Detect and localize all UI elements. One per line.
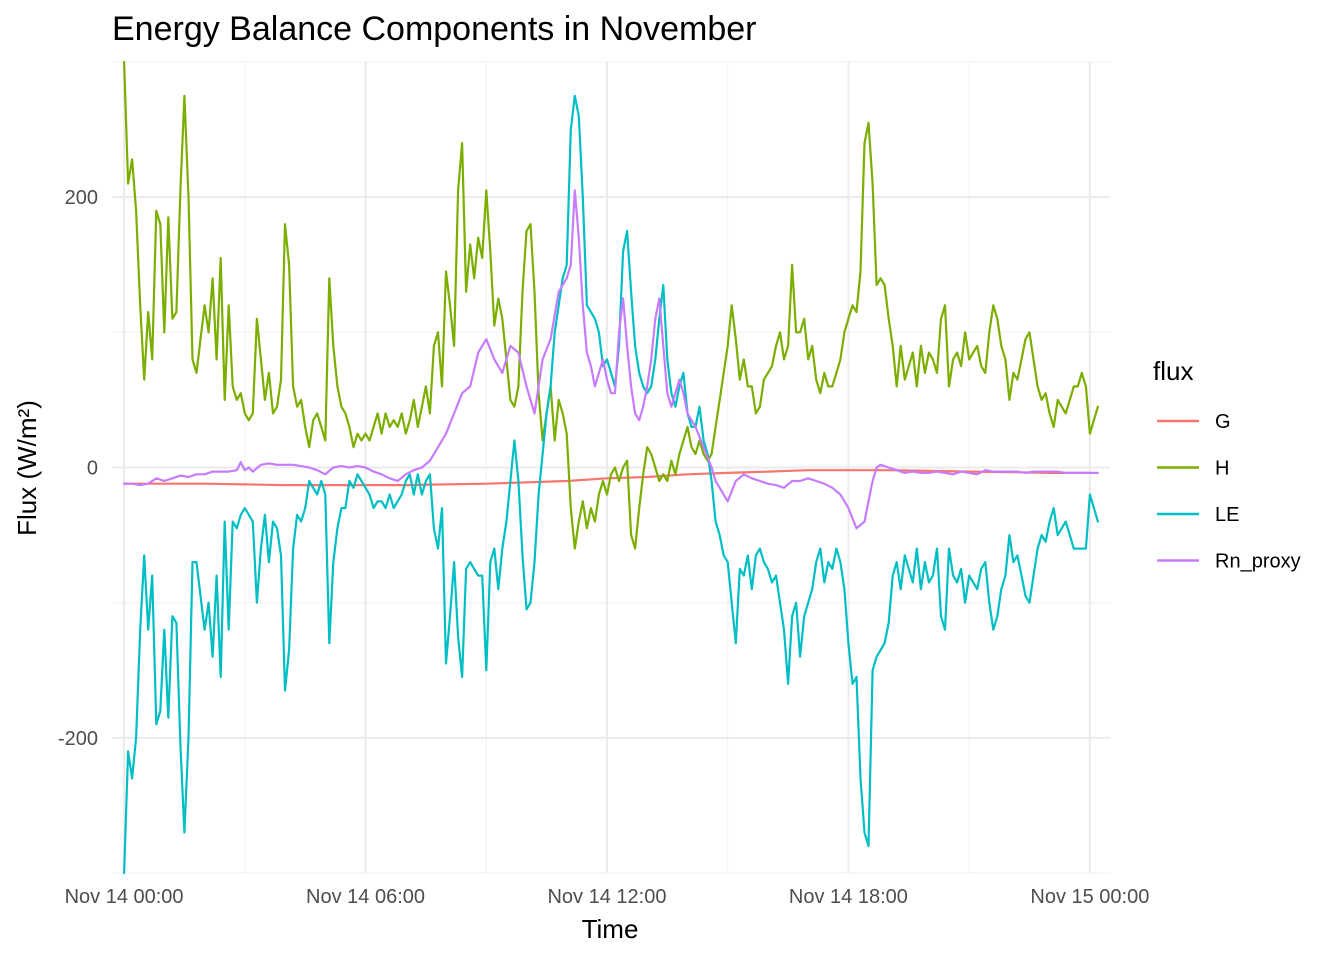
- series-lines: [123, 60, 1099, 875]
- series-line-h: [123, 60, 1099, 550]
- x-tick-label: Nov 14 00:00: [65, 886, 184, 908]
- legend-title: flux: [1153, 356, 1193, 386]
- legend-label-g: G: [1215, 411, 1231, 433]
- y-tick-label: 200: [65, 187, 98, 209]
- chart-title: Energy Balance Components in November: [112, 10, 756, 48]
- legend-items: G H LE Rn_proxy: [1157, 411, 1301, 573]
- legend: flux G H LE Rn_proxy: [1153, 356, 1301, 573]
- gridlines: [112, 61, 1110, 874]
- x-axis-title: Time: [582, 914, 639, 944]
- x-tick-label: Nov 14 18:00: [789, 886, 908, 908]
- x-tick-label: Nov 14 06:00: [306, 886, 425, 908]
- legend-label-h: H: [1215, 458, 1229, 480]
- y-tick-label: 0: [87, 458, 98, 480]
- series-line-rn-proxy: [123, 189, 1099, 530]
- y-axis-ticks: -200 0 200: [58, 187, 98, 750]
- x-tick-label: Nov 14 12:00: [547, 886, 666, 908]
- series-line-g: [123, 469, 1091, 487]
- legend-label-le: LE: [1215, 504, 1239, 526]
- x-tick-label: Nov 15 00:00: [1030, 886, 1149, 908]
- series-line-le: [123, 94, 1099, 875]
- legend-label-rn-proxy: Rn_proxy: [1215, 551, 1301, 573]
- y-axis-title: Flux (W/m²): [12, 400, 42, 536]
- x-axis-ticks: Nov 14 00:00 Nov 14 06:00 Nov 14 12:00 Nov …: [65, 886, 1150, 908]
- y-tick-label: -200: [58, 728, 98, 750]
